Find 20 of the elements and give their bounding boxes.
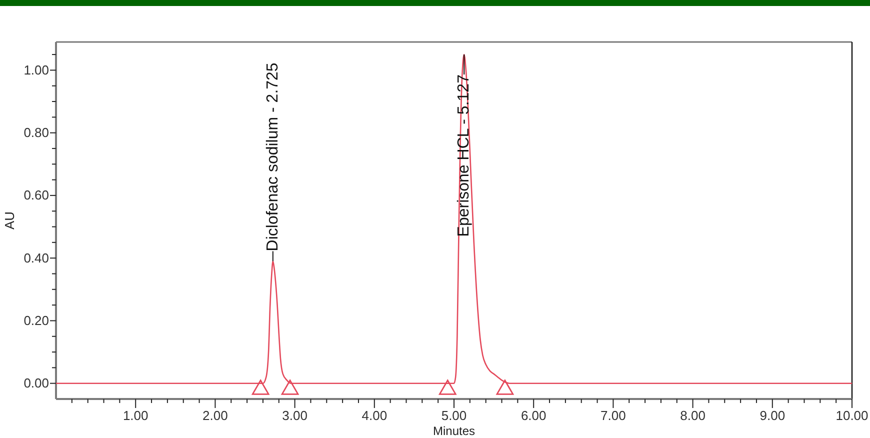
x-axis-title: Minutes xyxy=(432,424,476,438)
x-tick-label: 1.00 xyxy=(122,408,148,424)
annotation: Eperisone HCL - 5.127 xyxy=(456,74,473,237)
annotation: Diclofenac sodilum - 2.725 xyxy=(264,62,282,252)
y-tick-label: 0.00 xyxy=(24,376,49,390)
x-tick-label: 6.00 xyxy=(520,408,546,424)
x-tick-label: 2.00 xyxy=(202,408,228,424)
y-tick-label: 0.80 xyxy=(24,124,49,140)
x-tick-label: 9.00 xyxy=(760,408,786,424)
x-tick-label: 3.00 xyxy=(282,408,308,424)
y-tick-label: 0.40 xyxy=(24,250,49,266)
x-tick-label: 7.00 xyxy=(600,408,626,424)
y-tick-label: 1.00 xyxy=(24,62,49,78)
x-tick-label: 4.00 xyxy=(362,408,388,424)
x-tick-label: 5.00 xyxy=(441,408,467,424)
y-tick-label: 0.20 xyxy=(24,312,49,328)
y-tick-label: 0.60 xyxy=(24,188,49,203)
x-tick-label: 10.00 xyxy=(836,408,868,424)
x-tick-label: 8.00 xyxy=(680,408,706,424)
y-axis-title: AU xyxy=(2,211,17,230)
